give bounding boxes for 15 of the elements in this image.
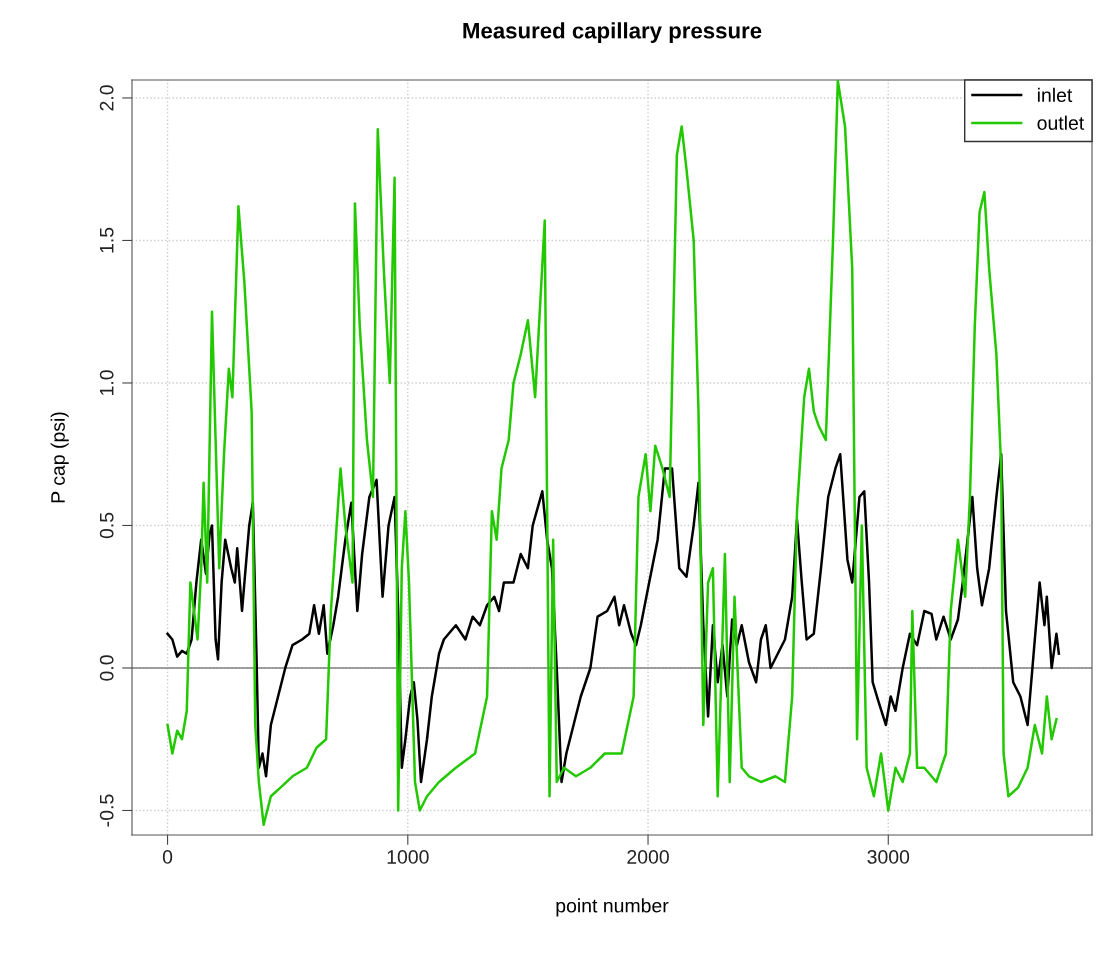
y-axis-title: P cap (psi): [50, 412, 69, 503]
y-tick-label: 0.0: [99, 655, 114, 681]
x-tick-label: 1000: [387, 850, 429, 864]
y-tick-label: 2.0: [99, 85, 114, 111]
x-tick-label: 3000: [867, 850, 910, 864]
chart-title: Measured capillary pressure: [463, 22, 762, 43]
y-tick-label: -0.5: [99, 794, 114, 827]
legend-label: inlet: [1037, 87, 1073, 103]
x-axis-title: point number: [556, 898, 669, 917]
y-tick-label: 1.0: [99, 370, 114, 395]
y-tick-label: 0.5: [99, 512, 114, 539]
x-tick-label: 2000: [627, 850, 669, 864]
legend-label: outlet: [1037, 115, 1085, 130]
y-tick-label: 1.5: [100, 227, 114, 253]
x-tick-label: 0: [162, 850, 173, 864]
